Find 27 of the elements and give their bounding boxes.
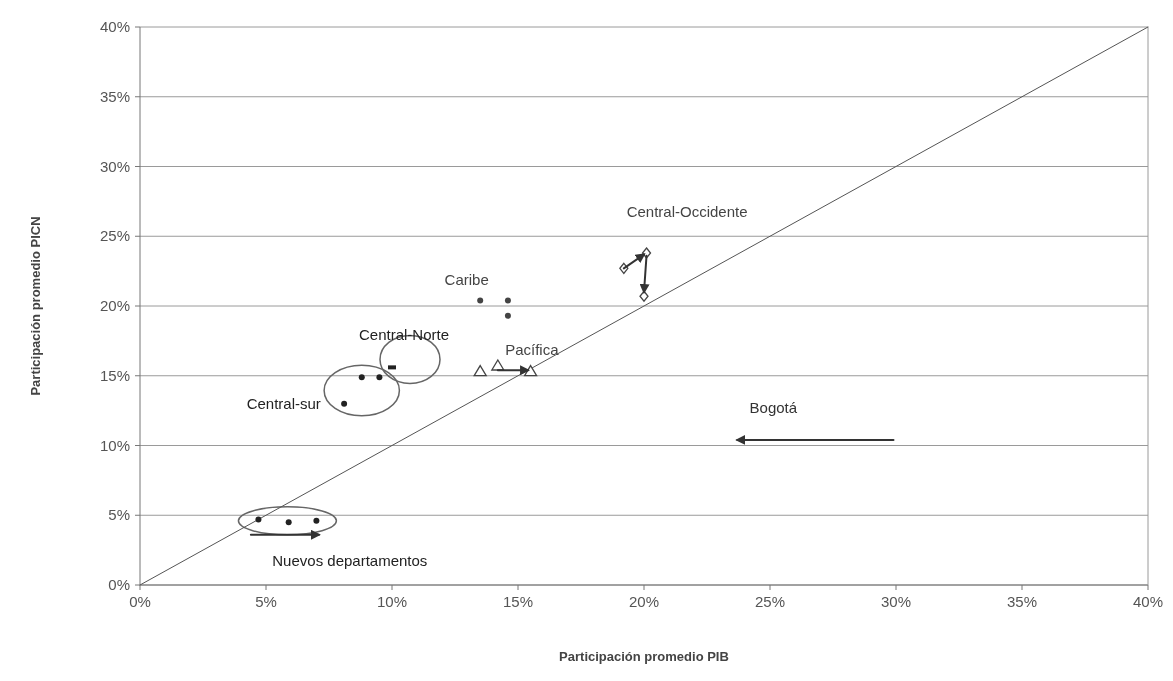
y-tick-label: 20% [99, 297, 130, 314]
x-tick-label: 10% [376, 593, 408, 610]
text: Central-Occidente [626, 202, 748, 220]
series-label: Caribe [444, 270, 489, 288]
series-label: Bogotá [749, 398, 798, 416]
y-tick-label: 0% [108, 576, 130, 593]
series-label: Pacífica [505, 340, 560, 358]
x-tick-label: 0% [129, 593, 151, 610]
y-tick-label: 5% [108, 506, 130, 524]
x-tick-label: 35% [1006, 593, 1038, 610]
x-tick-label: 20% [628, 593, 660, 610]
text: Central-Norte [358, 326, 450, 344]
x-tick-label: 40% [1132, 593, 1164, 610]
x-tick-label: 5% [255, 593, 277, 610]
y-tick-label: 40% [99, 18, 130, 35]
y-tick-label: 25% [99, 227, 130, 245]
y-tick-label: 15% [99, 366, 130, 384]
x-tick-label: 25% [754, 593, 786, 610]
x-tick-label: 15% [502, 593, 534, 610]
y-axis-title: Participación promedio PICN [28, 216, 43, 396]
text: Nuevos departamentos [272, 551, 428, 569]
series-label: Central-sur [246, 394, 321, 412]
y-tick-label: 10% [99, 436, 130, 454]
y-tick-label: 30% [99, 157, 130, 175]
x-tick-label: 30% [880, 593, 912, 610]
y-tick-label: 35% [99, 87, 130, 105]
x-axis-title: Participación promedio PIB [559, 649, 729, 664]
